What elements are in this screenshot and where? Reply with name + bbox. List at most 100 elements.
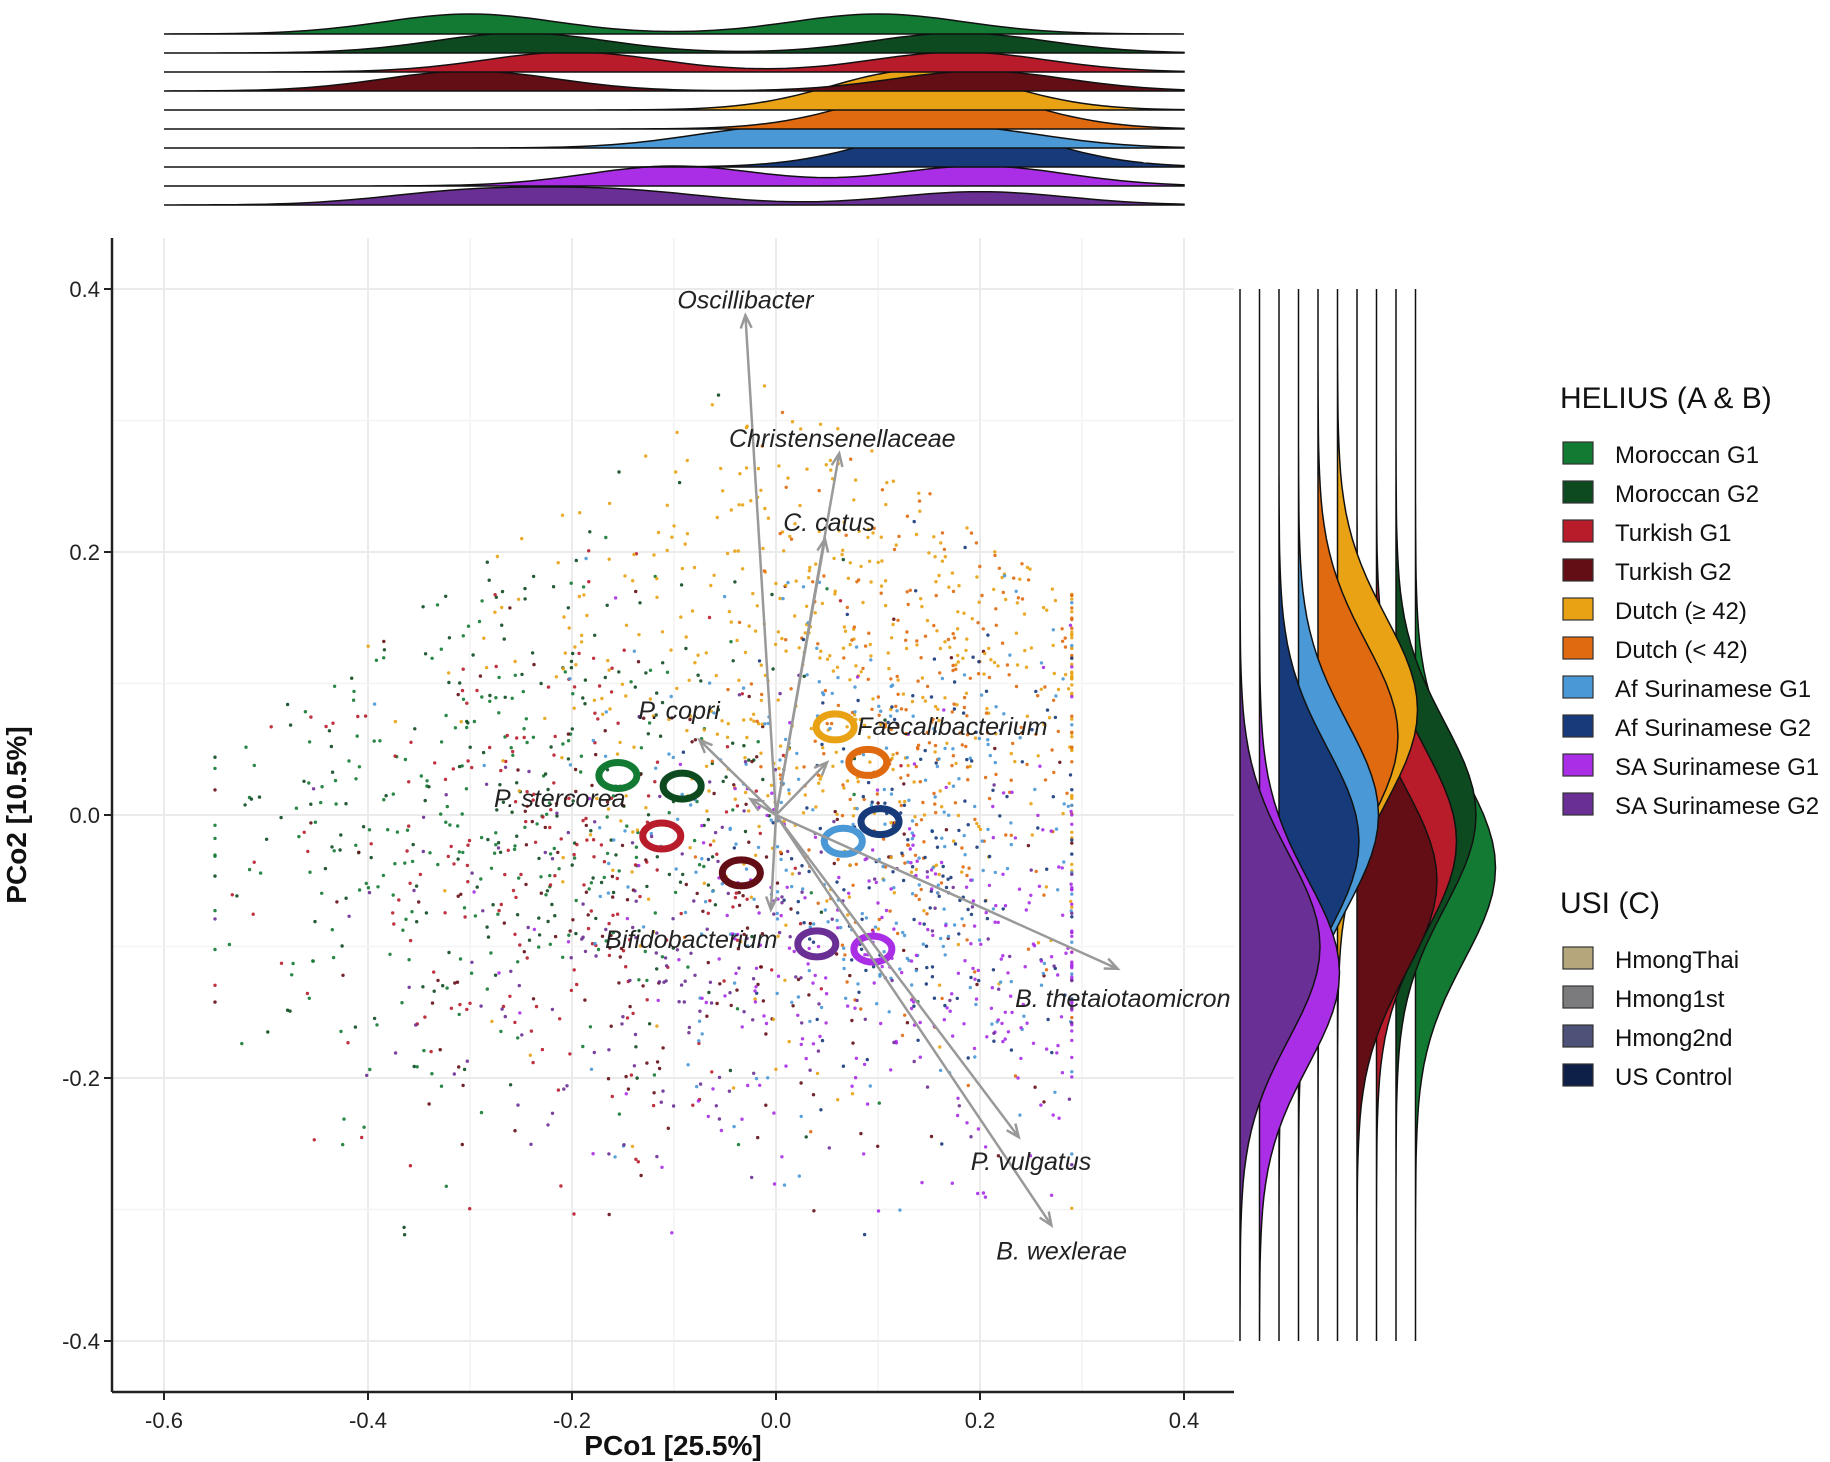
sample-point [457,850,461,854]
sample-point [590,783,594,788]
sample-point [509,969,513,973]
sample-point [895,751,899,755]
sample-point [596,947,601,952]
sample-point [800,1037,805,1041]
sample-point [472,719,477,724]
sample-point [424,911,429,915]
sample-point [944,785,948,790]
sample-point [1016,596,1021,600]
sample-point [466,759,470,763]
right-marginal-density [1239,289,1497,1342]
sample-point [830,917,834,921]
sample-point [1051,643,1055,648]
sample-point [513,844,517,848]
sample-point [964,691,969,695]
sample-point [921,695,925,700]
sample-point [952,680,957,684]
sample-point [762,1014,766,1018]
sample-point [428,851,432,855]
sample-point [730,932,735,936]
sample-point [757,659,762,663]
sample-point [462,906,467,910]
sample-point [1016,1076,1020,1080]
sample-point [508,994,512,998]
sample-point [710,403,714,407]
sample-point [362,1125,366,1129]
sample-point [571,799,575,803]
sample-point [836,1098,840,1102]
sample-point [850,1018,854,1023]
sample-point [807,569,812,573]
sample-point [522,735,526,740]
sample-point [660,955,665,959]
sample-point [531,574,536,579]
sample-point [717,1117,722,1121]
sample-point [628,938,632,942]
top-density-ridge [164,124,1185,149]
sample-point [751,1018,755,1022]
sample-point [912,834,916,838]
sample-point [372,1016,377,1021]
sample-point [993,920,997,924]
sample-point [1033,1085,1037,1089]
sample-point [1070,950,1074,954]
sample-point [664,964,669,968]
sample-point [307,740,312,744]
sample-point [745,936,749,941]
sample-point [977,736,982,741]
sample-point [742,809,746,813]
sample-point [813,611,817,615]
sample-point [962,673,967,677]
sample-point [766,1076,770,1080]
sample-point [634,845,639,849]
sample-point [906,773,910,777]
sample-point [775,890,780,894]
sample-point [658,734,663,738]
x-tick-label: 0.4 [1169,1408,1200,1433]
sample-point [213,908,217,913]
sample-point [495,808,499,812]
sample-point [381,873,386,878]
sample-point [975,845,979,849]
sample-point [458,957,463,961]
sample-point [802,674,806,678]
sample-point [473,914,478,918]
sample-point [876,1144,880,1149]
sample-point [332,684,337,688]
sample-point [567,626,571,630]
sample-point [749,717,753,721]
sample-point [728,991,732,995]
sample-point [522,727,526,731]
sample-point [896,678,900,682]
sample-point [954,667,958,671]
sample-point [513,800,518,804]
sample-point [1037,884,1042,888]
sample-point [910,892,915,896]
sample-point [693,738,698,742]
sample-point [780,901,784,905]
sample-point [1054,827,1059,831]
sample-point [494,843,498,847]
x-tick-label: -0.2 [553,1408,591,1433]
sample-point [691,1103,695,1107]
sample-point [729,620,733,624]
sample-point [736,1142,741,1147]
sample-point [1025,565,1030,570]
sample-point [891,870,895,874]
sample-point [639,1173,643,1178]
sample-point [517,876,521,880]
sample-point [803,896,807,900]
sample-point [779,857,783,862]
sample-point [525,790,529,794]
sample-point [1014,589,1018,593]
sample-point [1070,745,1074,749]
sample-point [717,957,721,961]
sample-point [732,981,737,985]
sample-point [635,1076,639,1080]
sample-point [537,916,541,920]
sample-point [679,983,684,987]
loading-label: P. stercorea [494,785,626,813]
sample-point [367,890,372,895]
sample-point [505,733,509,738]
sample-point [769,818,773,822]
